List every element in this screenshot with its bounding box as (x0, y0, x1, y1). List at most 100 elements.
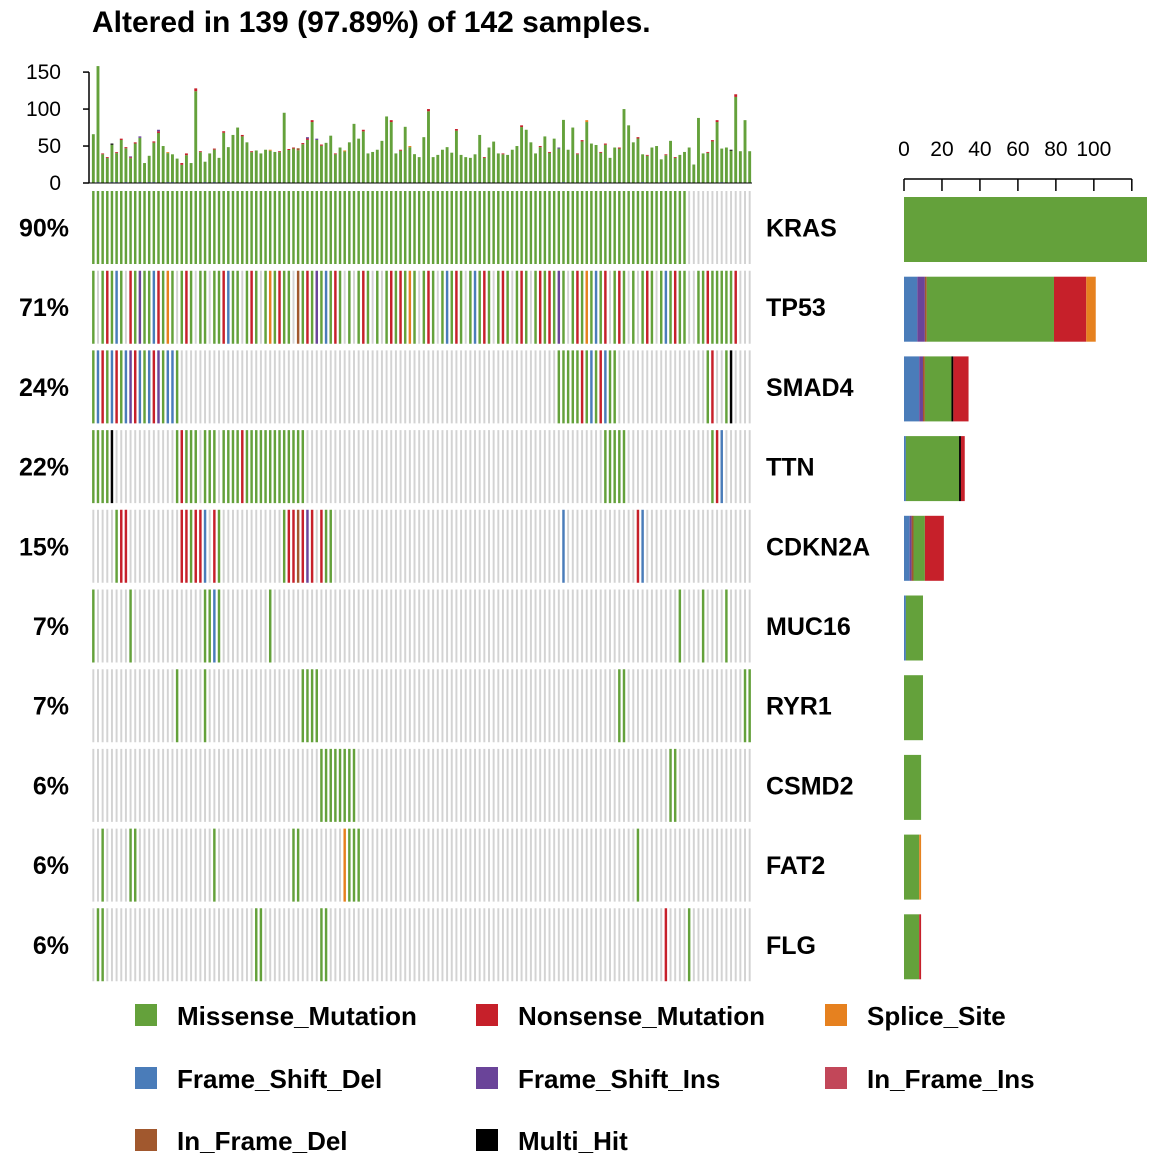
gene-bar-segment (924, 276, 927, 342)
tmb-bar-segment (222, 132, 226, 183)
tmb-bar-segment (115, 152, 119, 154)
legend-label: Splice_Site (867, 1001, 1006, 1031)
tmb-bar-segment (594, 144, 598, 183)
gene-bar-segment (904, 834, 920, 900)
tmb-bar-segment (389, 120, 393, 123)
tmb-bar-segment (585, 122, 589, 183)
tmb-bar-segment (184, 153, 188, 156)
tmb-bar-segment (473, 154, 477, 183)
tmb-bar-segment (617, 148, 621, 183)
gene-bar-segment (904, 595, 906, 661)
tmb-bar-segment (408, 146, 412, 148)
gene-bar-segment (924, 356, 952, 422)
gene-bar-segment (904, 914, 920, 980)
gene-axis-label: 100 (1076, 138, 1111, 161)
tmb-bar-segment (645, 154, 649, 156)
tmb-bar-segment (603, 144, 607, 183)
gene-percent: 7% (33, 613, 69, 641)
tmb-tick-label: 150 (26, 61, 61, 84)
tmb-bar-segment (292, 147, 295, 149)
tmb-bar-segment (310, 120, 314, 123)
tmb-bar-segment (343, 151, 347, 183)
tmb-bar-segment (222, 131, 226, 133)
tmb-bar-segment (212, 149, 216, 183)
tmb-bar-segment (468, 157, 472, 183)
tmb-bar-segment (157, 132, 160, 183)
tmb-bar-segment (315, 139, 319, 183)
tmb-bar-segment (431, 157, 435, 183)
gene-bar-segment (1086, 276, 1096, 342)
gene-bar-segment (960, 436, 965, 502)
gene-barplot: 0 20 40 60 80 100 (898, 138, 1147, 980)
tmb-bar-segment (333, 154, 337, 183)
tmb-bar-segment (427, 109, 430, 112)
tmb-bar-segment (520, 125, 524, 128)
legend-label: Frame_Shift_Del (177, 1064, 382, 1094)
tmb-bar-segment (562, 119, 565, 183)
tmb-bar-segment (683, 151, 686, 183)
tmb-bar-segment (254, 150, 258, 183)
tmb-bar-segment (655, 146, 659, 183)
gene-bar-segment (904, 515, 910, 581)
tmb-bar-segment (287, 150, 291, 183)
gene-name: RYR1 (766, 693, 832, 721)
gene-axis-label: 20 (930, 138, 953, 161)
legend-swatch (135, 1067, 157, 1089)
mutation-matrix: 90% KRAS 71% TP53 24% SMAD4 22% TTN 15% CDKN2A 7% M… (19, 191, 870, 982)
tmb-bar-segment (329, 135, 333, 183)
tmb-bar-segment (133, 143, 137, 183)
gene-bar-segment (904, 754, 922, 820)
legend-label: In_Frame_Del (177, 1126, 348, 1156)
tmb-bar-segment (510, 149, 514, 183)
gene-bar-segment (924, 515, 944, 581)
tmb-bar-segment (548, 151, 551, 153)
tmb-bar-segment (641, 154, 645, 183)
tmb-bar-segment (240, 136, 244, 183)
tmb-bar-segment (166, 153, 170, 183)
tmb-bar-segment (394, 153, 398, 183)
tmb-bar-segment (250, 151, 254, 153)
legend: Missense_Mutation Nonsense_Mutation Splice… (135, 1001, 1035, 1156)
tmb-bar-segment (399, 149, 402, 151)
tmb-bar-segment (264, 149, 268, 183)
gene-percent: 15% (19, 533, 69, 561)
tmb-bar-segment (403, 126, 407, 183)
gene-percent: 71% (19, 294, 69, 322)
tmb-bar-segment (450, 152, 454, 183)
tmb-bar-segment (748, 151, 752, 183)
tmb-bar-segment (580, 140, 584, 142)
tmb-bar-segment (301, 144, 305, 183)
tmb-bar-segment (715, 120, 719, 123)
gene-bar-segment (904, 675, 923, 741)
tmb-bar-segment (408, 147, 412, 183)
tmb-bar-segment (664, 155, 668, 183)
tmb-bar-segment (361, 129, 365, 132)
gene-bar-segment (905, 595, 923, 661)
gene-name: TTN (766, 454, 815, 482)
tmb-bar-segment (324, 142, 328, 183)
tmb-bar-segment (715, 122, 719, 183)
tmb-bar-segment (306, 137, 309, 139)
tmb-bar-segment (296, 148, 300, 151)
tmb-bar-segment (124, 147, 128, 149)
tmb-bar-segment (422, 137, 426, 183)
legend-swatch (476, 1004, 498, 1026)
tmb-bar-segment (524, 129, 528, 183)
gene-bar-segment (911, 515, 914, 581)
tmb-bar-segment (217, 157, 221, 183)
gene-bar-segment (926, 276, 1054, 342)
tmb-bar-segment (501, 154, 505, 183)
tmb-bar-segment (198, 151, 202, 153)
tmb-bar-segment (701, 153, 705, 183)
gene-name: TP53 (766, 294, 826, 322)
tmb-bar-segment (729, 150, 733, 183)
tmb-bar-segment (194, 88, 198, 92)
gene-percent: 6% (33, 852, 69, 880)
tmb-bar-segment (636, 138, 640, 183)
tmb-bar-segment (729, 149, 733, 151)
tmb-bar-segment (603, 143, 607, 145)
tmb-bar-segment (306, 139, 309, 183)
gene-axis-label: 0 (898, 138, 910, 161)
tmb-bar-segment (617, 147, 621, 149)
